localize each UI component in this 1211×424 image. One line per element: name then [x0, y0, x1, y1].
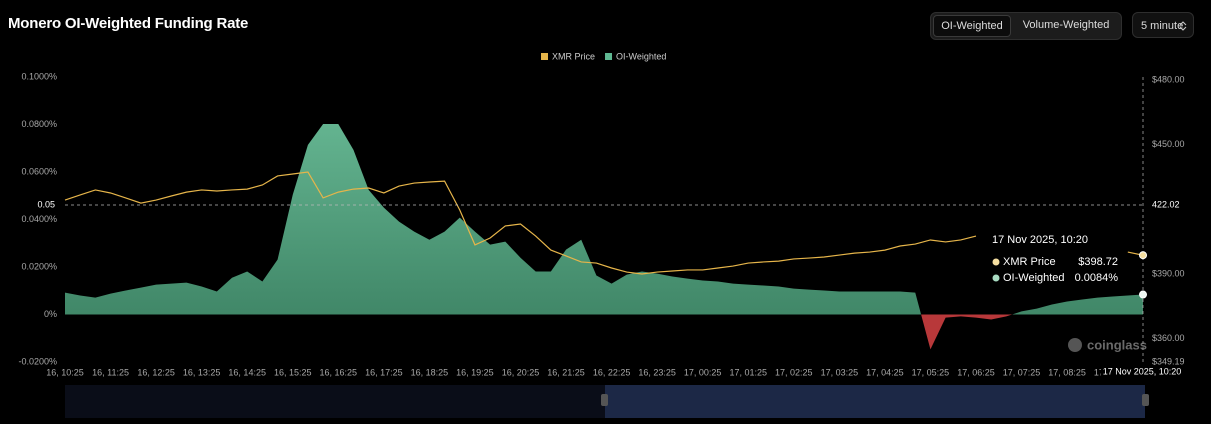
legend: XMR Price OI-Weighted — [541, 51, 666, 61]
crosshair-y2-label: 422.02 — [1152, 199, 1180, 209]
x-tick-label: 16, 16:25 — [320, 367, 358, 377]
y-tick-label: 0% — [44, 309, 57, 319]
legend-label: XMR Price — [552, 51, 595, 61]
navigator-handle[interactable] — [1142, 394, 1149, 406]
interval-select[interactable]: 5 minute — [1132, 12, 1194, 38]
interval-label: 5 minute — [1141, 20, 1184, 32]
price-line — [64, 171, 1144, 275]
chevron — [1179, 21, 1187, 31]
toggle-button[interactable]: Volume-Weighted — [1022, 19, 1110, 31]
tooltip-name: OI-Weighted — [1003, 272, 1065, 284]
x-tick-label: 16, 21:25 — [547, 367, 585, 377]
x-tick-label: 16, 18:25 — [411, 367, 449, 377]
x-tick-label: 16, 19:25 — [456, 367, 494, 377]
hover-dot — [1139, 251, 1147, 260]
x-tick-label: 16, 13:25 — [183, 367, 221, 377]
y2-tick-label: $390.00 — [1152, 268, 1185, 278]
watermark-text: coinglass — [1087, 337, 1147, 352]
x-tick-label: 16, 12:25 — [137, 367, 175, 377]
x-tick-label: 16, 11:25 — [92, 367, 129, 377]
legend-swatch — [541, 53, 548, 60]
x-tick-label: 16, 20:25 — [502, 367, 540, 377]
x-tick-label: 16, 14:25 — [228, 367, 266, 377]
area-positive — [65, 124, 1143, 315]
area-negative — [65, 314, 1143, 350]
x-tick-label: 17, 07:25 — [1003, 367, 1041, 377]
x-tick-label: 17, 03:25 — [821, 367, 859, 377]
x-tick-label: 16, 17:25 — [365, 367, 403, 377]
tooltip-dot — [992, 258, 1000, 266]
x-tick-label: 16, 15:25 — [274, 367, 312, 377]
crosshair-x-label: 17 Nov 2025, 10:20 — [1103, 366, 1182, 376]
x-tick-label: 17, 00:25 — [684, 367, 722, 377]
x-tick-label: 17, 08:25 — [1048, 367, 1086, 377]
x-tick-label: 17, 01:25 — [729, 367, 767, 377]
y2-tick-label: $349.19 — [1152, 356, 1185, 366]
tooltip: 17 Nov 2025, 10:20 XMR Price $398.72 OI-Wei… — [992, 234, 1118, 284]
tooltip-dot — [992, 274, 1000, 282]
x-tick-label: 16, 23:25 — [638, 367, 676, 377]
y2-tick-label: $360.00 — [1152, 333, 1185, 343]
crosshair-x-box — [1101, 365, 1183, 379]
tooltip-title: 17 Nov 2025, 10:20 — [992, 234, 1088, 246]
tooltip-value: $398.72 — [1078, 256, 1118, 268]
x-tick-label: 17, 06:25 — [957, 367, 995, 377]
navigator-window[interactable] — [605, 385, 1145, 418]
x-tick-label: 16, 22:25 — [593, 367, 631, 377]
legend-swatch — [605, 53, 613, 60]
x-tick-label: 16, 10:25 — [46, 367, 84, 377]
tooltip-name: XMR Price — [1003, 256, 1056, 268]
hover-dot — [1139, 290, 1147, 299]
y-tick-label: 0.0600% — [21, 166, 57, 176]
y-tick-label: 0.0200% — [21, 261, 57, 271]
x-tick-label: 17, 02:25 — [775, 367, 813, 377]
watermark: coinglass — [1068, 337, 1147, 352]
chart-title: Monero OI-Weighted Funding Rate — [8, 15, 249, 32]
crosshair-y-label: 0.05 — [37, 199, 55, 209]
legend-label: OI-Weighted — [616, 51, 666, 61]
x-tick-label: 17, 04:25 — [866, 367, 904, 377]
y2-tick-label: $450.00 — [1152, 139, 1185, 149]
y-tick-label: 0.0800% — [21, 119, 57, 129]
y-tick-label: -0.0200% — [18, 356, 57, 366]
x-tick-label: 17, 05:25 — [912, 367, 950, 377]
toggle-button[interactable]: OI-Weighted — [933, 15, 1011, 37]
y2-tick-label: $480.00 — [1152, 74, 1185, 84]
y-tick-label: 0.1000% — [21, 71, 57, 81]
toggle-group: OI-Weighted Volume-Weighted — [930, 12, 1122, 40]
tooltip-value: 0.0084% — [1075, 272, 1119, 284]
y-tick-label: 0.0400% — [21, 214, 57, 224]
navigator-handle[interactable] — [601, 394, 608, 406]
